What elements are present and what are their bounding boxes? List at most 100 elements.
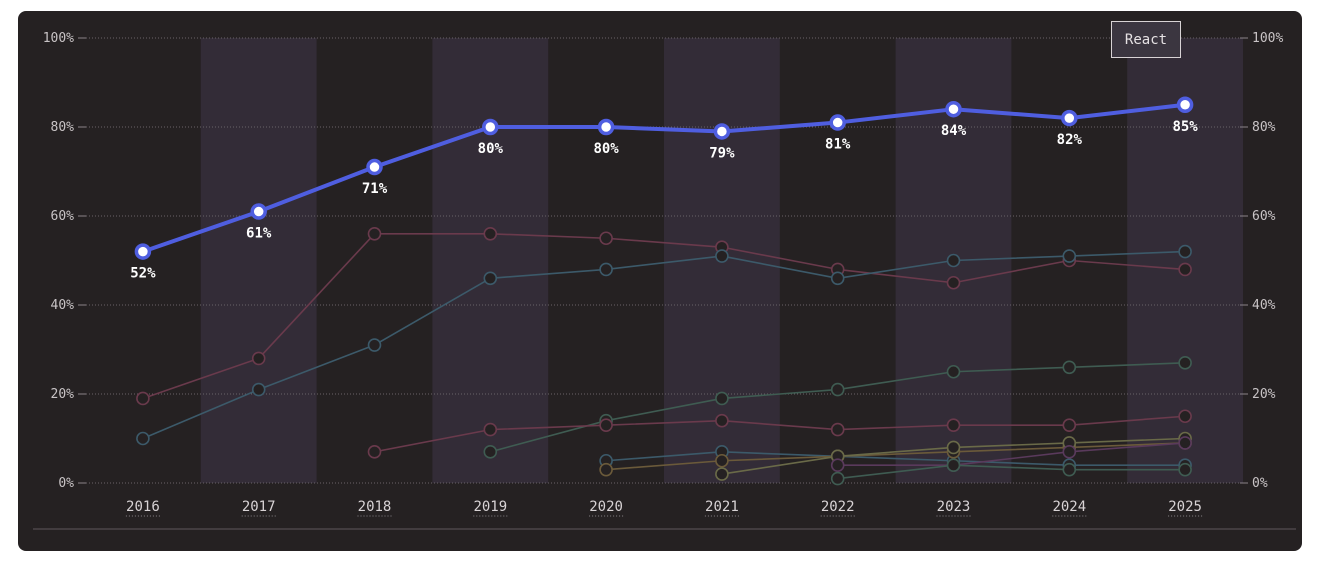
data-point xyxy=(946,440,961,455)
data-point xyxy=(830,458,845,473)
column-band xyxy=(432,38,549,483)
x-axis: 2016 2017 2018 2019 2020 2021 2022 2023 2024 2025 xyxy=(125,499,1203,517)
series-muted xyxy=(136,244,1192,446)
data-point xyxy=(830,471,845,486)
y-tick-label-right: 40% xyxy=(1252,298,1276,313)
data-label: 84% xyxy=(941,123,967,139)
data-point xyxy=(946,275,961,290)
y-tick-label-left: 0% xyxy=(58,476,74,491)
legend-item-react[interactable]: React xyxy=(1111,21,1181,58)
data-label: 71% xyxy=(362,181,388,197)
data-point xyxy=(599,462,613,477)
data-point xyxy=(136,431,150,446)
y-tick-label-left: 100% xyxy=(43,31,74,46)
data-point xyxy=(1061,109,1078,127)
data-point xyxy=(1178,436,1192,450)
x-tick-label: 2021 xyxy=(705,499,739,515)
data-point xyxy=(1178,356,1192,370)
data-point xyxy=(830,382,845,397)
data-label: 79% xyxy=(709,145,735,161)
x-tick-label: 2024 xyxy=(1052,499,1086,515)
data-point xyxy=(946,253,961,268)
data-point xyxy=(136,391,150,406)
series-line xyxy=(606,451,1186,467)
y-tick-label-right: 60% xyxy=(1252,209,1276,224)
series-line xyxy=(374,415,1186,453)
data-point xyxy=(1062,462,1077,477)
data-point xyxy=(1178,409,1192,424)
x-tick-label: 2018 xyxy=(358,499,392,515)
x-tick-label: 2020 xyxy=(589,499,623,515)
data-point xyxy=(599,262,613,277)
series-muted xyxy=(830,458,1192,486)
data-point xyxy=(715,453,729,468)
data-point xyxy=(1062,360,1077,375)
data-point xyxy=(1176,96,1194,113)
y-tick-label-right: 0% xyxy=(1252,476,1268,491)
data-label: 52% xyxy=(130,266,156,282)
data-point xyxy=(1062,249,1077,263)
line-chart: 0% 0% 20% 20% 40% 40% 60% 60% 80% 80% 100% 100% 2016… xyxy=(33,31,1296,530)
series-line xyxy=(606,442,1186,471)
data-point xyxy=(715,413,729,428)
data-point xyxy=(483,227,498,241)
data-point xyxy=(715,467,729,481)
series-line xyxy=(490,362,1186,453)
series-line xyxy=(837,464,1186,480)
data-label: 80% xyxy=(478,141,504,157)
data-point xyxy=(251,382,266,397)
data-label: 82% xyxy=(1057,132,1083,148)
data-point xyxy=(1178,244,1192,259)
data-point xyxy=(367,227,382,241)
data-point xyxy=(599,418,613,432)
data-point xyxy=(250,203,267,220)
y-tick-label-left: 20% xyxy=(51,387,75,402)
y-tick-label-right: 100% xyxy=(1252,31,1283,46)
data-point xyxy=(715,391,729,406)
x-tick-label: 2017 xyxy=(242,499,276,515)
y-tick-label-left: 40% xyxy=(51,298,75,313)
data-label: 85% xyxy=(1172,119,1198,135)
x-tick-label: 2023 xyxy=(937,499,971,515)
gridlines: 0% 0% 20% 20% 40% 40% 60% 60% 80% 80% 100% 100% xyxy=(43,31,1284,491)
chart-card: 0% 0% 20% 20% 40% 40% 60% 60% 80% 80% 100% 100% 2016… xyxy=(18,11,1302,551)
column-band xyxy=(200,38,317,483)
x-tick-label: 2019 xyxy=(473,499,507,515)
data-point xyxy=(599,231,613,246)
y-tick-label-left: 80% xyxy=(51,120,75,135)
series-line xyxy=(142,250,1186,440)
data-point xyxy=(597,118,615,136)
data-point xyxy=(945,100,962,118)
data-point xyxy=(134,243,152,260)
y-tick-label-right: 20% xyxy=(1252,387,1276,402)
data-point xyxy=(483,445,498,459)
data-point xyxy=(713,123,731,140)
series-react: 52% 61% 71% 80% 80% 79% 81% 84% 82% 85% xyxy=(130,96,1198,282)
data-point xyxy=(946,458,961,473)
y-tick-label-left: 60% xyxy=(51,209,75,224)
data-point xyxy=(830,422,845,437)
series-line xyxy=(837,442,1186,467)
data-label: 81% xyxy=(825,137,851,153)
data-point xyxy=(483,422,498,437)
data-point xyxy=(946,364,961,379)
data-point xyxy=(367,338,382,352)
series-muted xyxy=(367,409,1192,459)
data-point xyxy=(830,271,845,286)
x-tick-label: 2022 xyxy=(821,499,855,515)
data-label: 80% xyxy=(593,141,619,157)
data-point xyxy=(946,418,961,432)
data-label: 61% xyxy=(246,226,272,242)
series-line xyxy=(142,233,1186,400)
data-point xyxy=(366,158,383,176)
y-tick-label-right: 80% xyxy=(1252,120,1276,135)
data-point xyxy=(1062,418,1077,432)
data-point xyxy=(715,249,729,263)
x-tick-label: 2025 xyxy=(1168,499,1202,515)
data-point xyxy=(483,271,498,286)
data-point xyxy=(829,114,846,131)
data-point xyxy=(482,118,499,136)
series-line xyxy=(142,102,1186,254)
data-point xyxy=(1178,462,1192,477)
data-point xyxy=(1178,262,1192,277)
